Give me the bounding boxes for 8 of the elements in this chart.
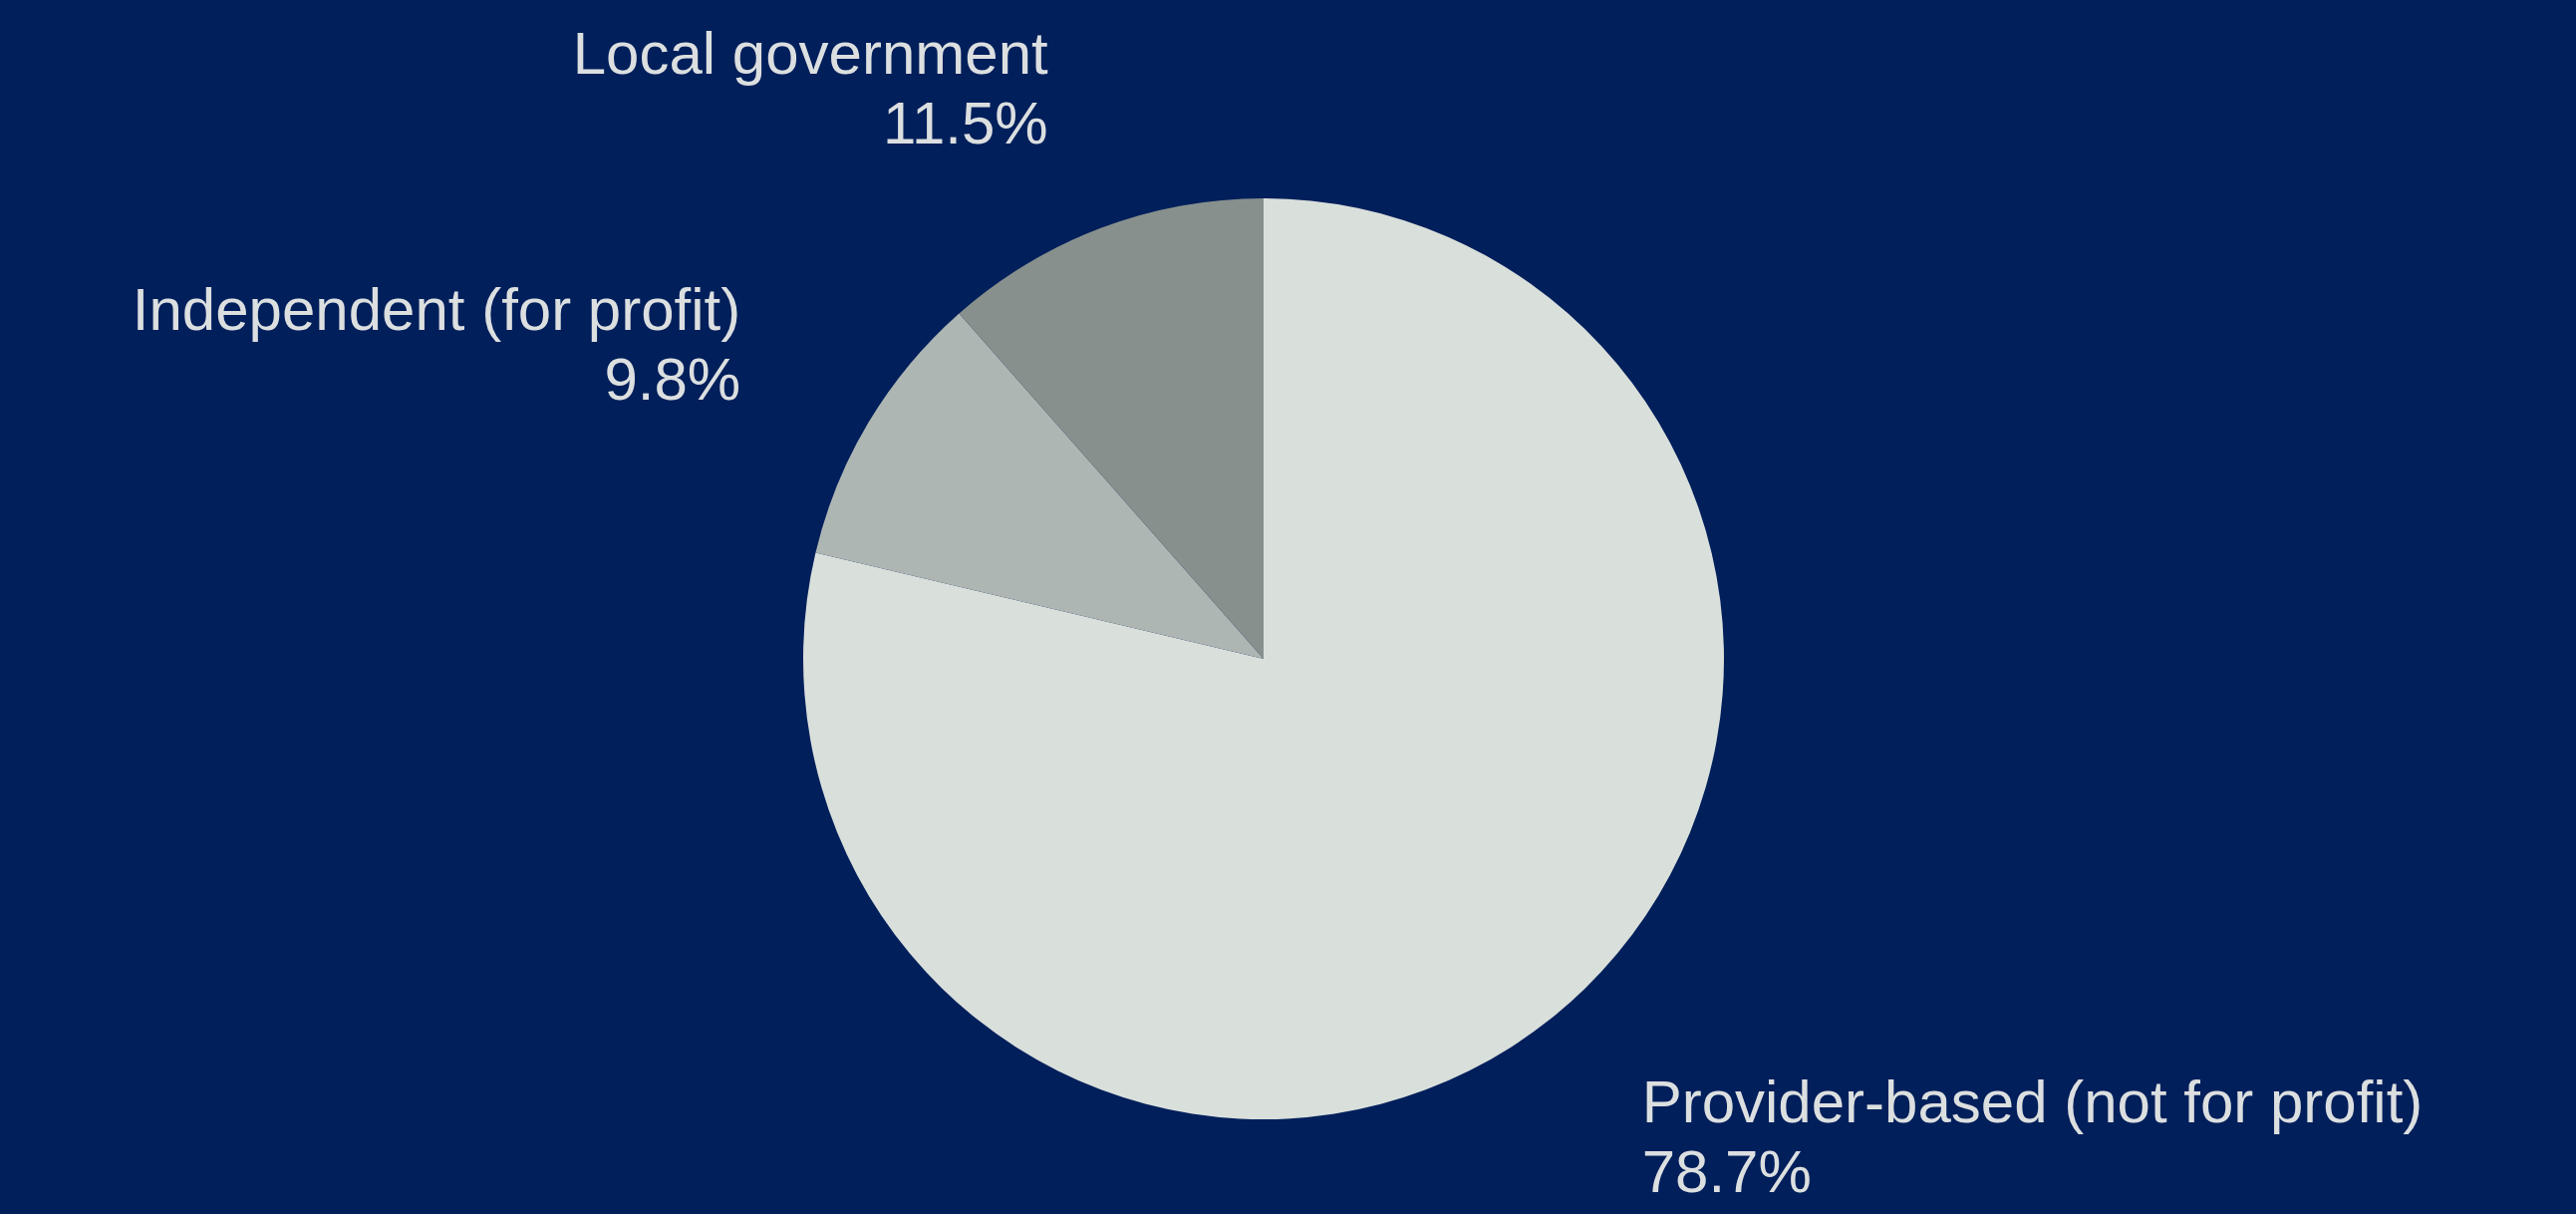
data-label: 9.8%: [604, 346, 741, 414]
data-label: 78.7%: [1641, 1138, 1812, 1206]
pie-slice: [959, 198, 1264, 659]
pie-slice: [815, 313, 1264, 659]
data-label: 11.5%: [882, 89, 1048, 156]
slice-label: Provider-based (not for profit): [1641, 1068, 2424, 1136]
slice-label: Independent (for profit): [132, 276, 741, 344]
slice-label: Local government: [572, 19, 1048, 87]
